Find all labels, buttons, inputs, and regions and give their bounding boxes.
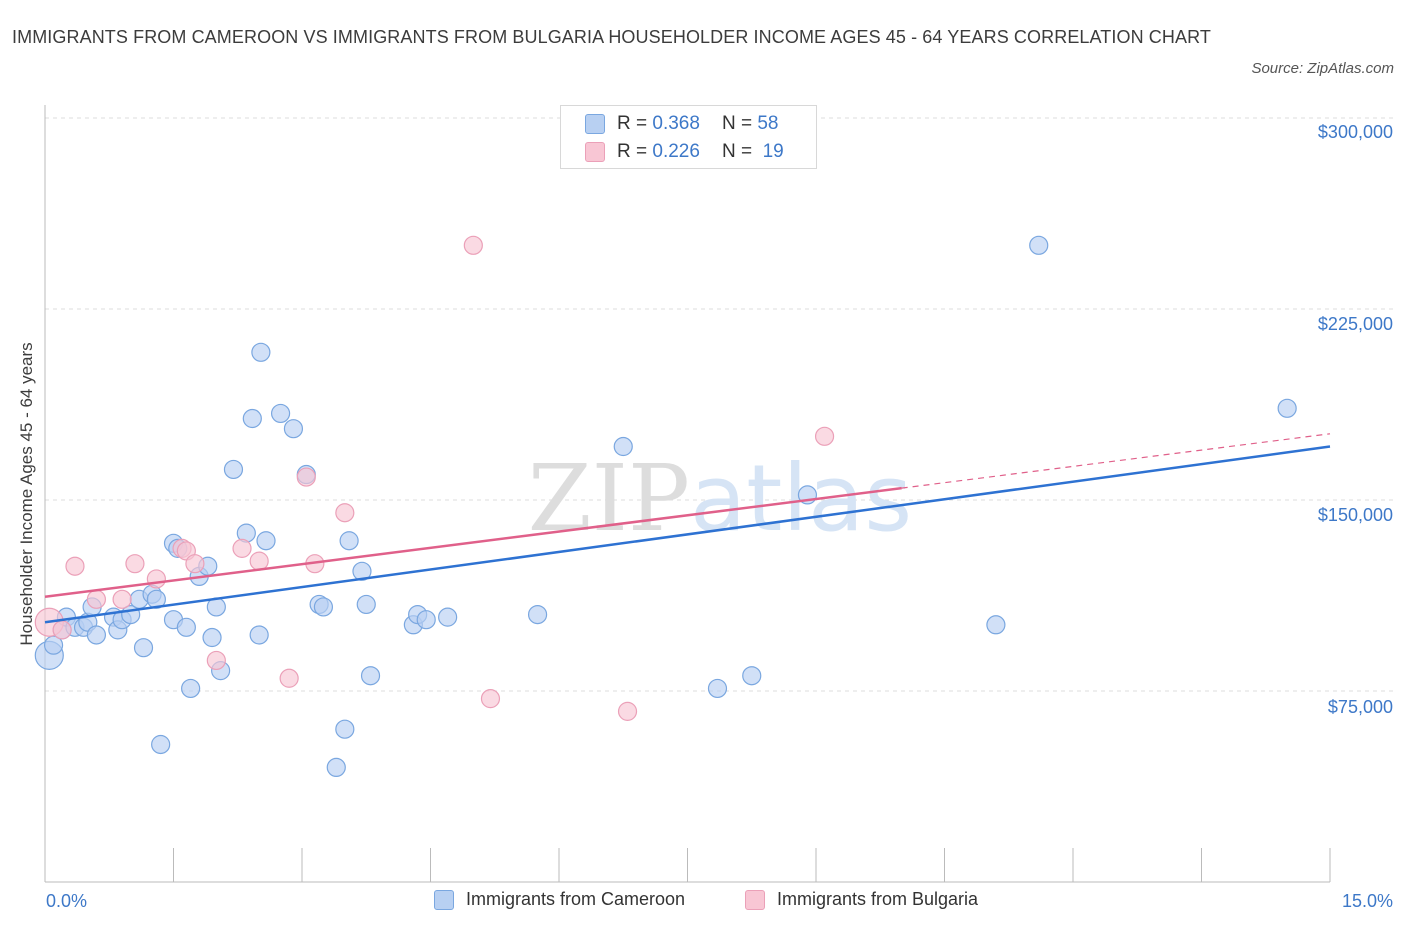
- point-cameroon: [251, 342, 271, 362]
- point-bulgaria: [86, 589, 107, 609]
- point-cameroon: [339, 531, 359, 551]
- source-label: Source: ZipAtlas.com: [1251, 60, 1394, 77]
- point-bulgaria: [206, 650, 226, 671]
- point-bulgaria: [232, 538, 252, 558]
- point-cameroon: [438, 607, 458, 627]
- point-cameroon: [527, 604, 548, 625]
- point-cameroon: [313, 597, 334, 617]
- point-cameroon: [151, 734, 171, 755]
- trendline-bulgaria: [44, 486, 902, 599]
- legend-n-value: 19: [762, 141, 784, 162]
- point-bulgaria: [52, 620, 72, 640]
- legend-n-value: 58: [757, 113, 779, 134]
- legend-row-bulgaria: R = 0.226 N = 19: [585, 140, 784, 164]
- point-cameroon: [249, 625, 269, 645]
- point-cameroon: [202, 627, 222, 648]
- point-bulgaria: [296, 467, 316, 487]
- y-tick-label: $300,000: [1317, 122, 1393, 142]
- point-cameroon: [133, 638, 154, 658]
- legend-r-label: R =: [617, 141, 648, 162]
- point-bulgaria: [480, 689, 501, 709]
- legend-swatch-blue: [585, 114, 605, 134]
- point-cameroon: [1277, 398, 1297, 418]
- point-cameroon: [242, 408, 262, 429]
- stats-legend: R = 0.368 N = 58 R = 0.226 N = 19: [560, 105, 817, 169]
- point-cameroon: [416, 610, 436, 630]
- point-bulgaria: [814, 426, 835, 446]
- point-bulgaria: [249, 551, 269, 571]
- legend-series-label: Immigrants from Bulgaria: [777, 889, 979, 909]
- legend-r-value: 0.368: [652, 113, 700, 134]
- y-tick-label: $75,000: [1327, 697, 1393, 717]
- point-cameroon: [86, 625, 107, 645]
- point-cameroon: [352, 561, 372, 581]
- legend-swatch-blue: [434, 889, 454, 910]
- point-bulgaria: [463, 235, 483, 255]
- point-bulgaria: [279, 668, 299, 688]
- legend-r-label: R =: [617, 113, 648, 134]
- point-cameroon: [146, 589, 166, 609]
- point-cameroon: [707, 678, 728, 699]
- point-bulgaria: [335, 503, 355, 523]
- point-cameroon: [283, 419, 304, 439]
- chart-title: IMMIGRANTS FROM CAMEROON VS IMMIGRANTS F…: [12, 27, 1211, 47]
- y-tick-label: $225,000: [1317, 314, 1393, 334]
- legend-item-bulgaria: Immigrants from Bulgaria: [745, 889, 978, 910]
- point-bulgaria: [112, 589, 132, 609]
- trendline-cameroon: [44, 445, 1331, 624]
- point-bulgaria: [617, 701, 638, 721]
- legend-n-label: N =: [721, 141, 753, 162]
- point-cameroon: [223, 459, 244, 480]
- point-cameroon: [256, 531, 276, 551]
- point-cameroon: [1029, 235, 1049, 255]
- point-bulgaria: [125, 554, 145, 574]
- point-cameroon: [613, 436, 633, 457]
- point-cameroon: [356, 594, 376, 615]
- legend-n-label: N =: [721, 113, 753, 134]
- point-bulgaria: [146, 569, 166, 589]
- point-cameroon: [360, 666, 381, 686]
- legend-item-cameroon: Immigrants from Cameroon: [434, 889, 685, 910]
- watermark: ZIPatlas: [528, 445, 913, 552]
- point-bulgaria: [185, 554, 205, 574]
- point-cameroon: [326, 757, 346, 778]
- x-tick-label-end: 15.0%: [1341, 891, 1393, 911]
- legend-swatch-pink: [745, 889, 765, 910]
- point-cameroon: [986, 615, 1006, 635]
- y-tick-label: $150,000: [1317, 505, 1393, 525]
- point-cameroon: [742, 666, 762, 686]
- legend-swatch-pink: [585, 142, 605, 162]
- legend-row-cameroon: R = 0.368 N = 58: [585, 112, 778, 136]
- legend-r-value: 0.226: [652, 141, 700, 162]
- trendline-bulgaria-extension: [901, 433, 1331, 489]
- x-tick-label-start: 0.0%: [46, 891, 88, 911]
- point-bulgaria: [65, 556, 85, 576]
- legend-series-label: Immigrants from Cameroon: [466, 889, 686, 909]
- point-cameroon: [270, 403, 291, 424]
- point-cameroon: [335, 719, 355, 739]
- point-cameroon: [176, 617, 196, 637]
- point-cameroon: [181, 678, 201, 699]
